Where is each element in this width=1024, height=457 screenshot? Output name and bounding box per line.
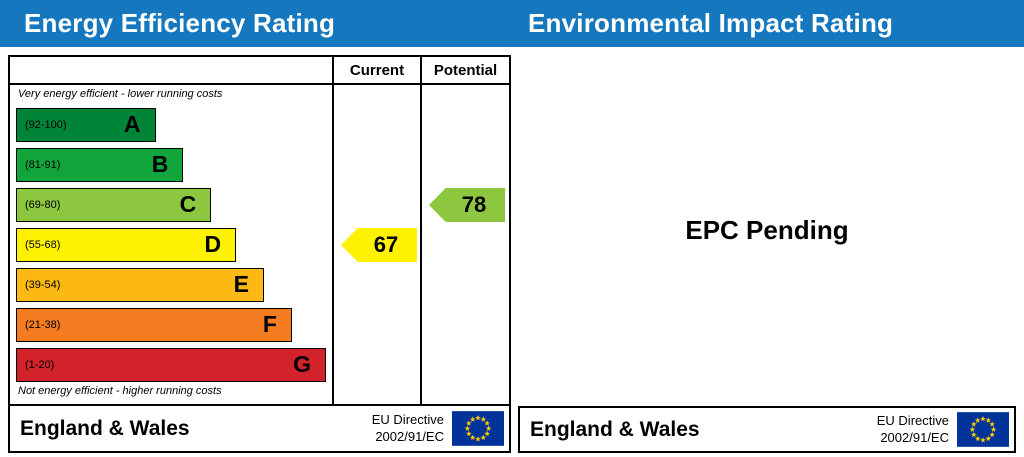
current-column: 67 [332,85,420,404]
band-row: (81-91) B [16,148,326,182]
pending-area: EPC Pending [518,55,1016,406]
top-caption: Very energy efficient - lower running co… [18,88,223,100]
potential-rating-arrow: 78 [429,188,505,222]
band-a-range-label: (92-100) [25,119,67,131]
band-f-letter: F [262,311,277,337]
band-d-letter: D [204,231,222,257]
band-d-bar: (55-68) D [16,228,237,262]
header-bar: Energy Efficiency Rating Environmental I… [0,0,1024,47]
band-f-range-label: (21-38) [25,319,61,331]
band-row: (1-20) G [16,348,326,382]
band-b-letter: B [151,151,169,177]
band-f-bar: (21-38) F [16,308,292,342]
band-g-range-label: (1-20) [25,359,55,371]
eu-directive-line2: 2002/91/EC [375,428,444,444]
region-label: England & Wales [530,417,700,441]
current-column-header: Current [332,57,420,83]
band-d-range-label: (55-68) [25,239,61,251]
band-c-letter: C [179,191,197,217]
potential-column: 78 [420,85,509,404]
band-a-letter: A [123,111,141,137]
band-c-bar: (69-80) C [16,188,212,222]
band-a-bar: (92-100) A [16,108,156,142]
band-row: (69-80) C [16,188,326,222]
band-g-bar: (1-20) G [16,348,326,382]
eu-directive-text: EU Directive 2002/91/EC [372,412,444,446]
band-b-bar: (81-91) B [16,148,184,182]
environmental-impact-panel: EPC Pending England & Wales EU Directive… [518,55,1016,453]
band-row: (39-54) E [16,268,326,302]
environmental-impact-title: Environmental Impact Rating [528,8,894,38]
potential-column-header: Potential [420,57,509,83]
eu-directive-line1: EU Directive [371,411,444,427]
region-label: England & Wales [20,416,190,440]
band-row: (55-68) D [16,228,326,262]
eu-flag-icon [452,411,504,446]
current-rating-arrow: 67 [341,228,417,262]
band-e-range-label: (39-54) [25,279,61,291]
current-rating-value: 67 [373,232,399,257]
right-footer: England & Wales EU Directive 2002/91/EC [518,406,1016,453]
eu-directive-line2: 2002/91/EC [880,429,949,445]
eu-directive-line1: EU Directive [876,412,949,428]
eu-directive-text: EU Directive 2002/91/EC [877,413,949,447]
energy-efficiency-title: Energy Efficiency Rating [24,8,336,38]
band-e-bar: (39-54) E [16,268,264,302]
eu-flag-icon [957,412,1009,447]
band-row: (92-100) A [16,108,326,142]
band-row: (21-38) F [16,308,326,342]
chart-body: Very energy efficient - lower running co… [10,85,509,404]
potential-rating-value: 78 [461,192,487,217]
bottom-caption: Not energy efficient - higher running co… [18,385,222,397]
chart-header-spacer [10,57,332,83]
band-g-letter: G [293,351,311,377]
band-b-range-label: (81-91) [25,159,61,171]
band-e-letter: E [233,271,249,297]
epc-pending-message: EPC Pending [685,215,849,245]
chart-header-row: Current Potential [10,57,509,85]
energy-efficiency-chart: Current Potential Very energy efficient … [8,55,511,453]
band-c-range-label: (69-80) [25,199,61,211]
bands-column: Very energy efficient - lower running co… [10,85,332,404]
left-footer: England & Wales EU Directive 2002/91/EC [10,404,509,451]
